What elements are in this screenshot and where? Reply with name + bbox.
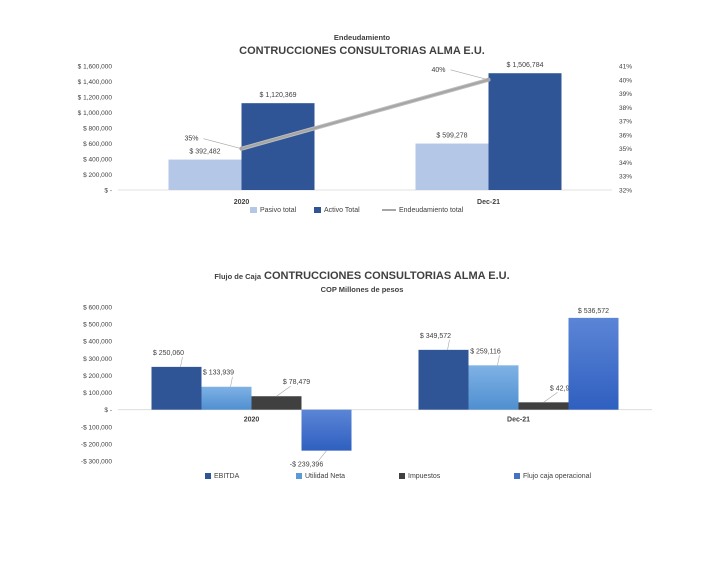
chart1-ytick-label: $ 800,000 bbox=[83, 126, 112, 133]
chart1-ytick-label: $ 1,400,000 bbox=[78, 79, 113, 86]
chart1-y2tick-label: 35% bbox=[619, 146, 632, 153]
chart2-data-leader bbox=[318, 450, 327, 461]
chart2-ytick-label: $ 500,000 bbox=[83, 322, 112, 329]
chart2-ytick-label: $ 100,000 bbox=[83, 390, 112, 397]
chart2-bar bbox=[468, 365, 519, 410]
chart1-y2tick-label: 38% bbox=[619, 105, 632, 112]
chart2-bar-data-label: $ 42,903 bbox=[550, 385, 577, 392]
chart2-data-leader bbox=[230, 376, 233, 387]
chart2-ytick-label: -$ 200,000 bbox=[81, 441, 112, 448]
chart2-data-leader bbox=[543, 392, 558, 403]
chart2-bar-data-label: $ 78,479 bbox=[283, 379, 310, 386]
chart1-legend-label: Activo Total bbox=[324, 207, 360, 214]
chart2-ytick-label: -$ 100,000 bbox=[81, 424, 112, 431]
chart1-bar bbox=[488, 73, 562, 190]
chart2-category-label: Dec-21 bbox=[507, 417, 530, 424]
chart2-bar bbox=[568, 317, 619, 410]
chart2-subtitle: COP Millones de pesos bbox=[321, 285, 404, 294]
chart2-bar-data-label: $ 250,060 bbox=[153, 350, 184, 357]
chart2-legend-swatch bbox=[205, 473, 211, 479]
chart1-y2tick-label: 36% bbox=[619, 132, 632, 139]
chart1-y2tick-label: 39% bbox=[619, 91, 632, 98]
chart2-bar-data-label: $ 259,116 bbox=[470, 348, 501, 355]
chart1-y2tick-label: 40% bbox=[619, 77, 632, 84]
chart2-ytick-label: $ 200,000 bbox=[83, 373, 112, 380]
chart2-bar-data-label: -$ 239,396 bbox=[290, 462, 324, 469]
chart1-y2tick-label: 34% bbox=[619, 160, 632, 167]
chart2-bar bbox=[418, 349, 469, 410]
chart1-ytick-label: $ 1,600,000 bbox=[78, 64, 113, 71]
chart2-plot: $ 600,000 $ 500,000 $ 400,000 $ 300,000 $ 20… bbox=[81, 305, 652, 480]
chart1-legend-label: Endeudamiento total bbox=[399, 207, 464, 214]
chart2-data-leader bbox=[276, 385, 291, 397]
chart1-line-data-label: 35% bbox=[184, 136, 198, 143]
chart2-bar bbox=[518, 402, 569, 410]
chart2-category-label: 2020 bbox=[244, 417, 260, 424]
chart1-y2tick-label: 32% bbox=[619, 188, 632, 195]
chart1-plot: $ 1,600,000 $ 1,400,000 $ 1,200,000 $ 1,000… bbox=[78, 62, 633, 214]
chart1-ytick-label: $ 1,200,000 bbox=[78, 95, 113, 102]
chart2-ytick-label: $ 600,000 bbox=[83, 305, 112, 312]
chart2-legend-label: Impuestos bbox=[408, 473, 441, 480]
chart2-legend-label: Flujo caja operacional bbox=[523, 473, 592, 480]
chart1-legend-label: Pasivo total bbox=[260, 207, 297, 214]
chart2-bar bbox=[151, 366, 202, 410]
chart1-line-leader bbox=[203, 138, 242, 149]
chart1-y2tick-label: 33% bbox=[619, 174, 632, 181]
chart1-bar bbox=[168, 159, 242, 190]
chart2-ytick-label: $ - bbox=[104, 407, 112, 414]
chart2-title: Flujo de Caja CONTRUCCIONES CONSULTORIAS … bbox=[214, 270, 509, 282]
chart2-legend-swatch bbox=[296, 473, 302, 479]
chart2-legend-label: EBITDA bbox=[214, 473, 240, 480]
chart2-bar-data-label: $ 133,939 bbox=[203, 370, 234, 377]
chart1-line-series-core bbox=[240, 78, 490, 150]
chart2-bar bbox=[201, 386, 252, 410]
chart1-line-data-label: 40% bbox=[431, 67, 445, 74]
chart1-bar bbox=[415, 143, 489, 190]
chart1-category-label: Dec-21 bbox=[477, 199, 500, 206]
chart1-line-leader bbox=[450, 69, 489, 81]
chart1-category-label: 2020 bbox=[234, 199, 250, 206]
chart1-ytick-label: $ 400,000 bbox=[83, 157, 112, 164]
chart2-title-prefix: Flujo de Caja bbox=[214, 272, 262, 281]
chart1-bar-data-label: $ 1,506,784 bbox=[507, 62, 544, 69]
chart2-data-leader bbox=[447, 339, 450, 350]
chart2-bar bbox=[251, 396, 302, 410]
chart1-ytick-label: $ 600,000 bbox=[83, 141, 112, 148]
chart2-bar bbox=[301, 409, 352, 451]
chart1-bar-data-label: $ 392,482 bbox=[189, 149, 220, 156]
chart1-legend-swatch bbox=[250, 207, 257, 213]
chart1-y2tick-label: 37% bbox=[619, 119, 632, 126]
chart1-subtitle: CONTRUCCIONES CONSULTORIAS ALMA E.U. bbox=[239, 45, 485, 57]
chart2-legend-label: Utilidad Neta bbox=[305, 473, 345, 480]
chart2-data-leader bbox=[180, 356, 183, 367]
chart2-bar-data-label: $ 536,572 bbox=[578, 308, 609, 315]
chart2-legend-swatch bbox=[514, 473, 520, 479]
chart1-bar-data-label: $ 1,120,369 bbox=[260, 92, 297, 99]
chart2-data-leader bbox=[497, 355, 500, 366]
chart2-title-main: CONTRUCCIONES CONSULTORIAS ALMA E.U. bbox=[264, 270, 510, 282]
chart1-ytick-label: $ - bbox=[104, 188, 112, 195]
chart2-ytick-label: $ 300,000 bbox=[83, 356, 112, 363]
chart1-ytick-label: $ 200,000 bbox=[83, 172, 112, 179]
chart1-title: Endeudamiento bbox=[334, 33, 391, 42]
chart2-ytick-label: -$ 300,000 bbox=[81, 459, 112, 466]
chart2-bar-data-label: $ 349,572 bbox=[420, 333, 451, 340]
chart2-ytick-label: $ 400,000 bbox=[83, 339, 112, 346]
chart1-bar-data-label: $ 599,278 bbox=[436, 133, 467, 140]
chart2-legend-swatch bbox=[399, 473, 405, 479]
chart1-ytick-label: $ 1,000,000 bbox=[78, 110, 113, 117]
chart1-y2tick-label: 41% bbox=[619, 64, 632, 71]
chart1-legend-swatch bbox=[314, 207, 321, 213]
